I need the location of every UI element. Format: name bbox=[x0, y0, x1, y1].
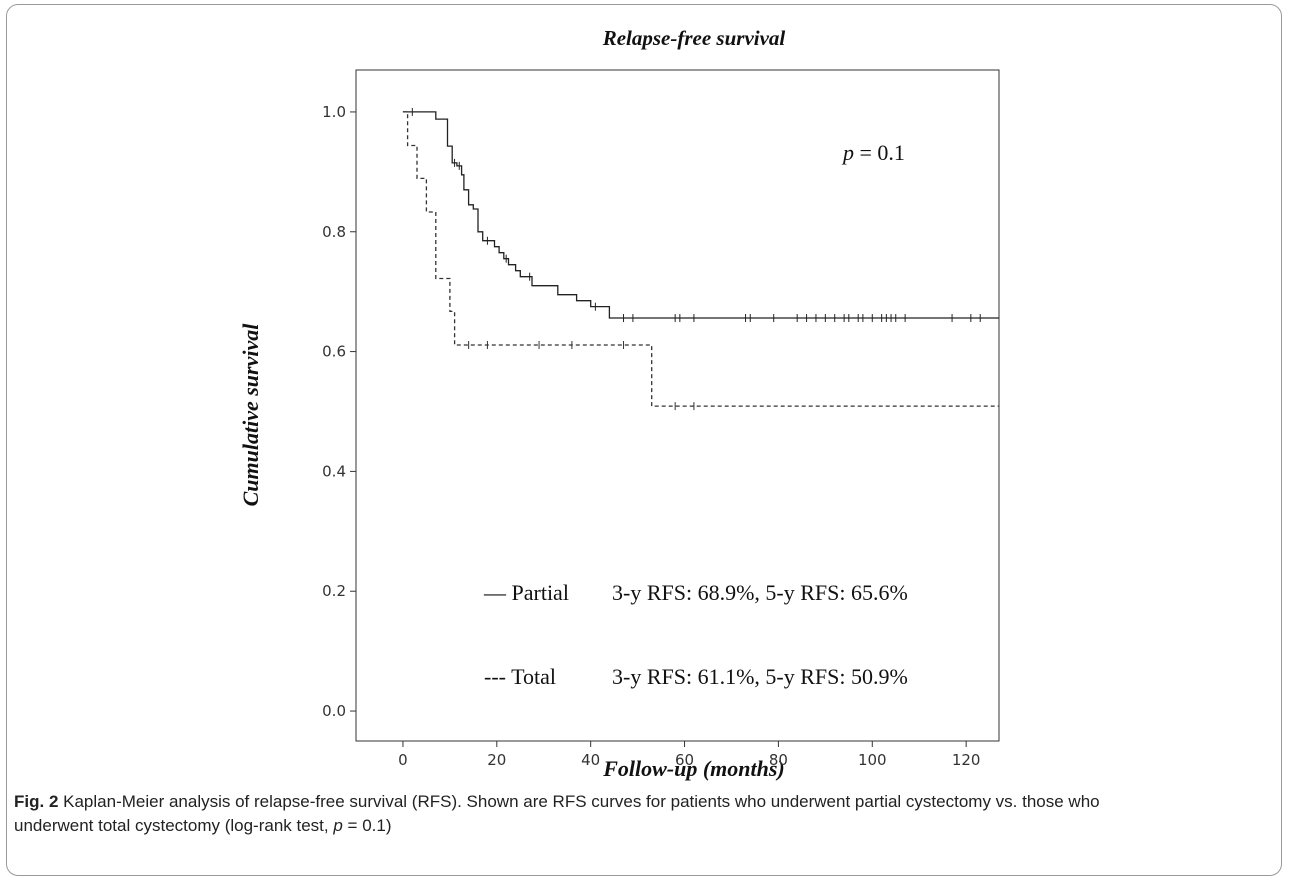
y-tick-label: 1.0 bbox=[322, 103, 346, 121]
figure-caption: Fig. 2 Kaplan-Meier analysis of relapse-… bbox=[14, 790, 1276, 838]
ticks-layer: 0 20 40 60 80 100 120 0.0 0.2 0.4 0.6 0.8 1.0 bbox=[322, 103, 980, 769]
legend-entry-partial: — Partial bbox=[483, 580, 569, 605]
x-tick-label: 100 bbox=[858, 751, 887, 769]
y-tick-label: 0.8 bbox=[322, 223, 346, 241]
x-axis-label: Follow-up (months) bbox=[602, 756, 785, 781]
x-tick-label: 20 bbox=[487, 751, 506, 769]
y-tick-label: 0.2 bbox=[322, 582, 346, 600]
y-tick-label: 0.0 bbox=[322, 702, 346, 720]
caption-text-1: Kaplan-Meier analysis of relapse-free su… bbox=[58, 792, 1100, 811]
x-tick-label: 60 bbox=[675, 751, 694, 769]
legend-summary-partial: 3-y RFS: 68.9%, 5-y RFS: 65.6% bbox=[612, 580, 908, 605]
y-tick-label: 0.4 bbox=[322, 462, 346, 480]
legend: — Partial 3-y RFS: 68.9%, 5-y RFS: 65.6% -… bbox=[483, 580, 908, 689]
series-line-partial bbox=[402, 111, 999, 319]
caption-text-3: = 0.1) bbox=[342, 816, 392, 835]
caption-text-2: underwent total cystectomy (log-rank tes… bbox=[14, 816, 334, 835]
caption-figure-label: Fig. 2 bbox=[14, 792, 59, 811]
x-tick-label: 0 bbox=[398, 751, 408, 769]
caption-line-2: underwent total cystectomy (log-rank tes… bbox=[14, 814, 1276, 838]
y-axis-label: Cumulative survival bbox=[238, 323, 263, 507]
legend-entry-total: --- Total bbox=[484, 664, 556, 689]
y-tick-label: 0.6 bbox=[322, 343, 346, 361]
chart: Relapse-free survival Cumulative surviva… bbox=[238, 26, 1000, 781]
caption-line-1: Fig. 2 Kaplan-Meier analysis of relapse-… bbox=[14, 790, 1276, 814]
chart-title: Relapse-free survival bbox=[602, 26, 786, 50]
figure-frame bbox=[6, 4, 1282, 876]
series-layer bbox=[402, 107, 999, 411]
x-tick-label: 40 bbox=[581, 751, 600, 769]
p-value-annotation: p = 0.1 bbox=[841, 140, 905, 165]
x-tick-label: 120 bbox=[952, 751, 981, 769]
legend-summary-total: 3-y RFS: 61.1%, 5-y RFS: 50.9% bbox=[612, 664, 908, 689]
x-tick-label: 80 bbox=[769, 751, 788, 769]
caption-p-symbol: p bbox=[333, 816, 343, 835]
series-line-total bbox=[402, 111, 999, 407]
